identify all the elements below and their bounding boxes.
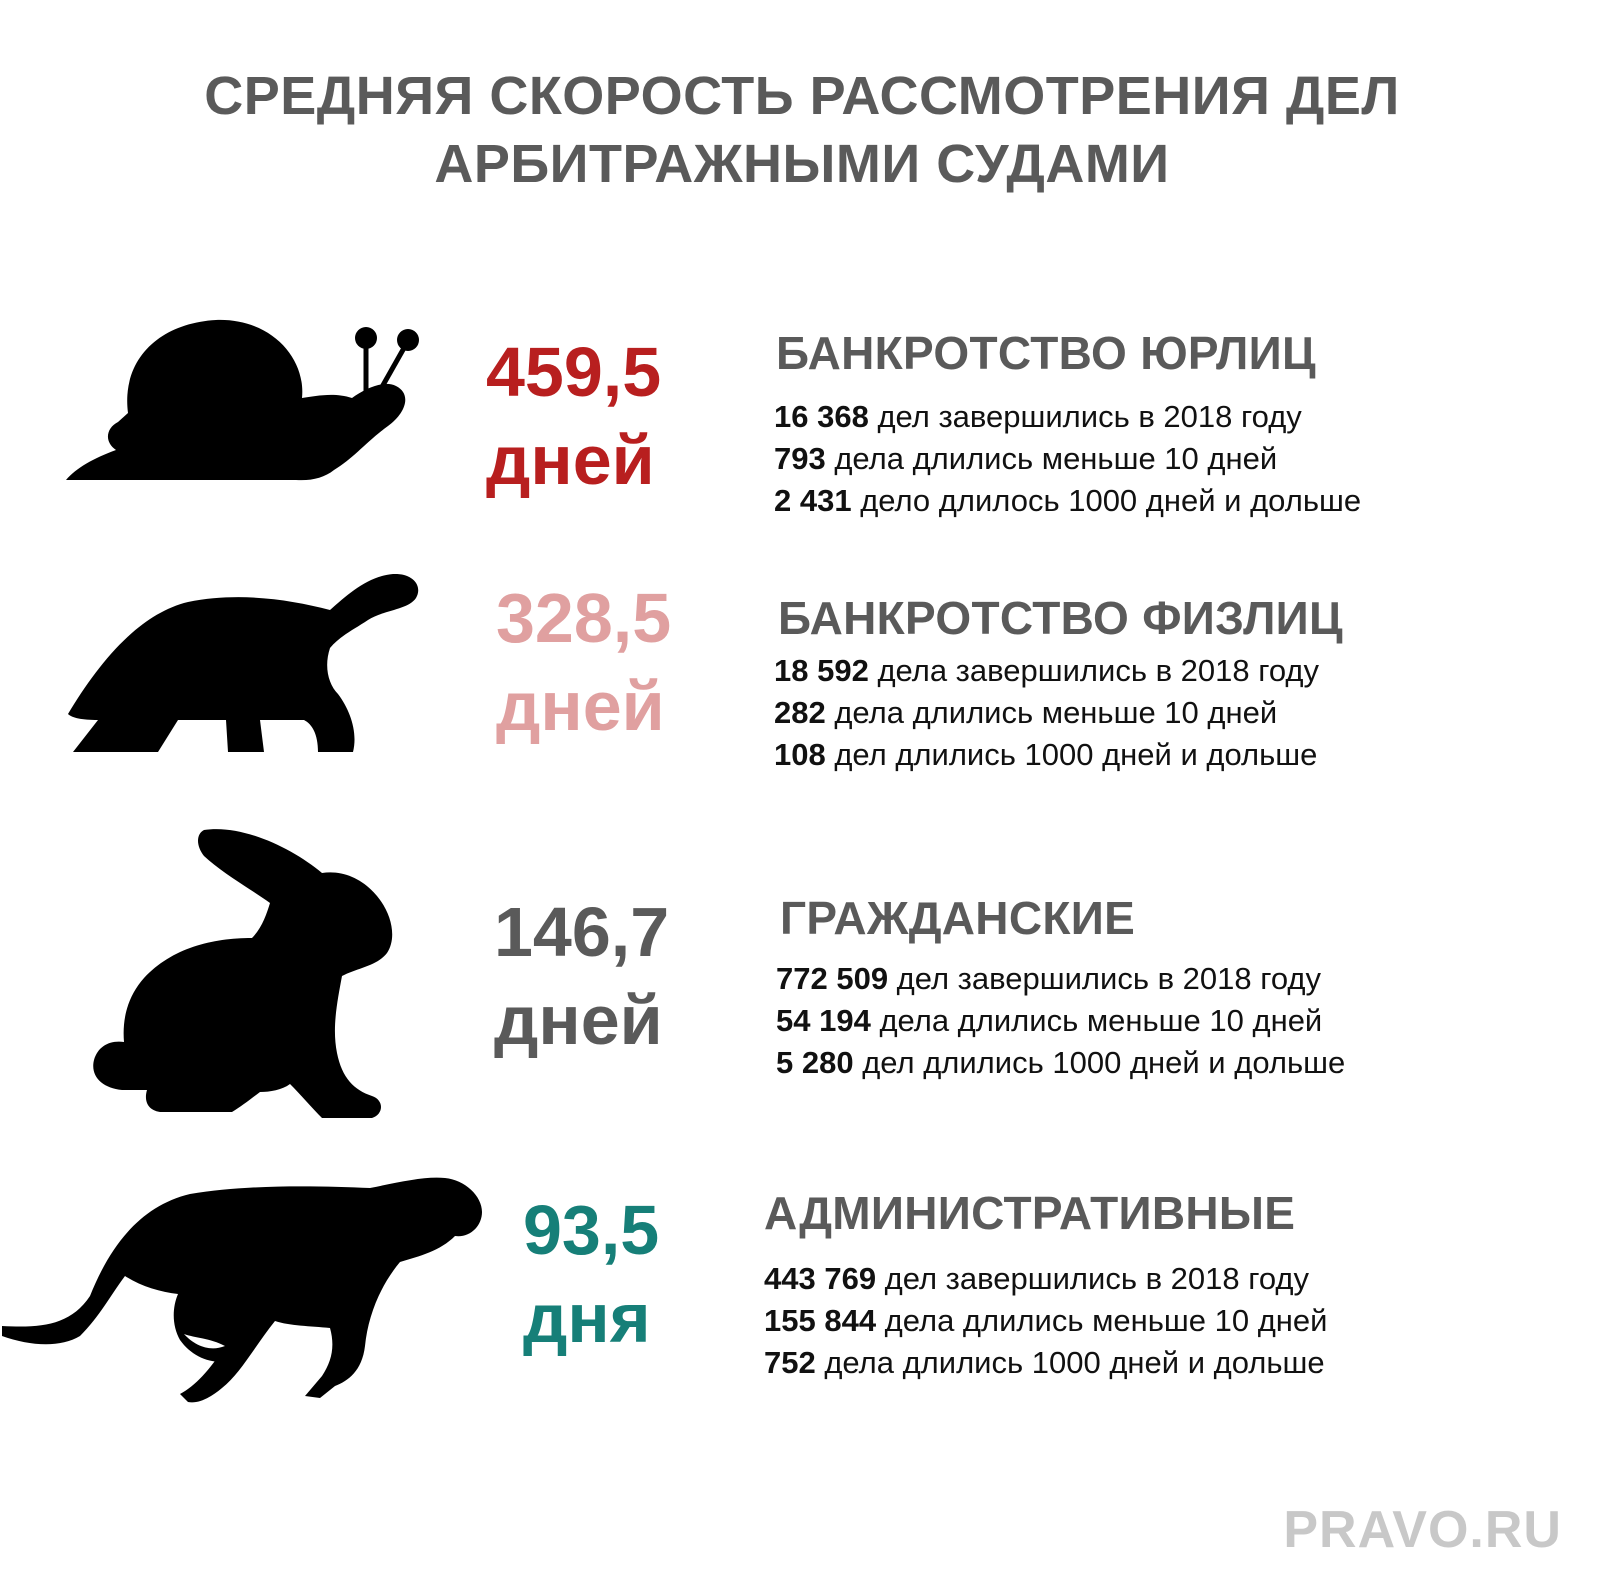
stat-number: 282 (774, 695, 826, 730)
stat-line: 155 844 дела длились меньше 10 дней (764, 1300, 1328, 1342)
stat-line: 443 769 дел завершились в 2018 году (764, 1258, 1328, 1300)
stat-line: 16 368 дел завершились в 2018 году (774, 396, 1361, 438)
stat-number: 772 509 (776, 961, 889, 996)
stat-number: 443 769 (764, 1261, 877, 1296)
page-title: СРЕДНЯЯ СКОРОСТЬ РАССМОТРЕНИЯ ДЕЛ АРБИТР… (0, 62, 1604, 198)
row-1-stats: 16 368 дел завершились в 2018 году 793 д… (774, 396, 1361, 522)
stat-line: 5 280 дел длились 1000 дней и дольше (776, 1042, 1345, 1084)
row-4-value: 93,5 (523, 1191, 660, 1269)
cheetah-icon (0, 1176, 485, 1406)
row-2-stats: 18 592 дела завершились в 2018 году 282 … (774, 650, 1319, 776)
stat-number: 5 280 (776, 1045, 854, 1080)
row-3-unit: дней (494, 981, 663, 1059)
rabbit-icon (92, 828, 402, 1120)
brand-logo: PRAVO.RU (1283, 1501, 1562, 1559)
stat-text: дело длилось 1000 дней и дольше (851, 483, 1362, 518)
stat-text: дел длились 1000 дней и дольше (825, 737, 1318, 772)
stat-text: дела длились меньше 10 дней (825, 695, 1278, 730)
row-2-value: 328,5 (496, 579, 672, 657)
stat-line: 2 431 дело длилось 1000 дней и дольше (774, 480, 1361, 522)
stat-line: 752 дела длились 1000 дней и дольше (764, 1342, 1328, 1384)
stat-text: дел завершились в 2018 году (876, 1261, 1310, 1296)
row-1-unit: дней (486, 421, 655, 499)
row-4-unit: дня (523, 1279, 651, 1357)
stat-number: 108 (774, 737, 826, 772)
stat-line: 772 509 дел завершились в 2018 году (776, 958, 1345, 1000)
snail-icon (66, 318, 426, 483)
stat-number: 18 592 (774, 653, 869, 688)
stat-line: 108 дел длились 1000 дней и дольше (774, 734, 1319, 776)
stat-text: дел длились 1000 дней и дольше (853, 1045, 1346, 1080)
stat-line: 793 дела длились меньше 10 дней (774, 438, 1361, 480)
stat-number: 752 (764, 1345, 816, 1380)
row-3-value: 146,7 (494, 893, 670, 971)
turtle-icon (68, 574, 423, 752)
row-3-category: ГРАЖДАНСКИЕ (780, 892, 1136, 944)
row-4-stats: 443 769 дел завершились в 2018 году 155 … (764, 1258, 1328, 1384)
title-line-1: СРЕДНЯЯ СКОРОСТЬ РАССМОТРЕНИЯ ДЕЛ (204, 66, 1400, 126)
stat-line: 282 дела длились меньше 10 дней (774, 692, 1319, 734)
stat-number: 54 194 (776, 1003, 871, 1038)
row-1-value: 459,5 (486, 333, 662, 411)
stat-text: дел завершились в 2018 году (868, 399, 1302, 434)
row-1-category: БАНКРОТСТВО ЮРЛИЦ (776, 327, 1316, 379)
stat-number: 2 431 (774, 483, 852, 518)
row-4-category: АДМИНИСТРАТИВНЫЕ (764, 1187, 1296, 1239)
row-2-category: БАНКРОТСТВО ФИЗЛИЦ (778, 592, 1343, 644)
stat-text: дела длились меньше 10 дней (870, 1003, 1323, 1038)
stat-number: 793 (774, 441, 826, 476)
row-2-unit: дней (496, 667, 665, 745)
stat-text: дел завершились в 2018 году (888, 961, 1322, 996)
stat-line: 18 592 дела завершились в 2018 году (774, 650, 1319, 692)
stat-text: дела длились меньше 10 дней (825, 441, 1278, 476)
stat-number: 16 368 (774, 399, 869, 434)
row-3-stats: 772 509 дел завершились в 2018 году 54 1… (776, 958, 1345, 1084)
title-line-2: АРБИТРАЖНЫМИ СУДАМИ (434, 134, 1170, 194)
stat-text: дела завершились в 2018 году (868, 653, 1320, 688)
stat-line: 54 194 дела длились меньше 10 дней (776, 1000, 1345, 1042)
stat-number: 155 844 (764, 1303, 877, 1338)
stat-text: дела длились меньше 10 дней (876, 1303, 1328, 1338)
stat-text: дела длились 1000 дней и дольше (815, 1345, 1325, 1380)
